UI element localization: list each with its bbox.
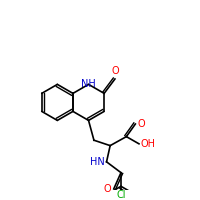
- Text: HN: HN: [90, 157, 105, 167]
- Text: OH: OH: [141, 139, 156, 149]
- Text: NH: NH: [81, 79, 96, 89]
- Text: O: O: [111, 66, 119, 76]
- Text: O: O: [103, 184, 111, 194]
- Text: Cl: Cl: [116, 190, 126, 200]
- Text: O: O: [137, 119, 145, 129]
